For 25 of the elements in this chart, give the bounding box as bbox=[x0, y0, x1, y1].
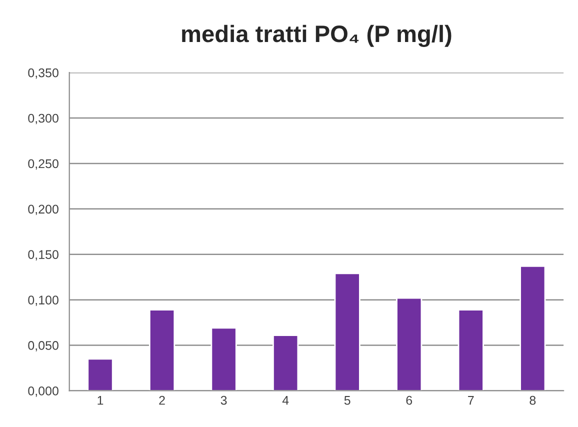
y-tick-label: 0,000 bbox=[28, 386, 58, 397]
x-tick-label: 8 bbox=[530, 396, 536, 405]
bar bbox=[148, 309, 176, 391]
bar bbox=[272, 334, 299, 391]
bar bbox=[87, 358, 114, 391]
x-tick-label: 5 bbox=[344, 396, 350, 405]
x-tick-label: 1 bbox=[98, 396, 104, 405]
y-tick-label: 0,300 bbox=[28, 114, 58, 124]
x-tick-label: 4 bbox=[282, 396, 289, 405]
y-tick-label: 0,100 bbox=[28, 296, 58, 306]
x-tick-label: 3 bbox=[220, 396, 227, 405]
bar bbox=[396, 297, 422, 391]
bar bbox=[334, 272, 360, 391]
x-tick-label: 2 bbox=[159, 396, 165, 405]
y-tick-label: 0,250 bbox=[28, 159, 58, 170]
bar bbox=[458, 309, 484, 391]
x-tick-label: 6 bbox=[406, 396, 412, 405]
x-tick-label: 7 bbox=[468, 396, 474, 405]
y-tick-label: 0,050 bbox=[28, 341, 58, 352]
chart-title: media tratti PO₄ (P mg/l) bbox=[182, 24, 452, 48]
bar bbox=[210, 327, 237, 391]
bar bbox=[520, 265, 546, 391]
y-tick-label: 0,200 bbox=[28, 204, 58, 216]
y-tick-label: 0,150 bbox=[28, 250, 58, 260]
y-tick-label: 0,350 bbox=[28, 68, 58, 79]
